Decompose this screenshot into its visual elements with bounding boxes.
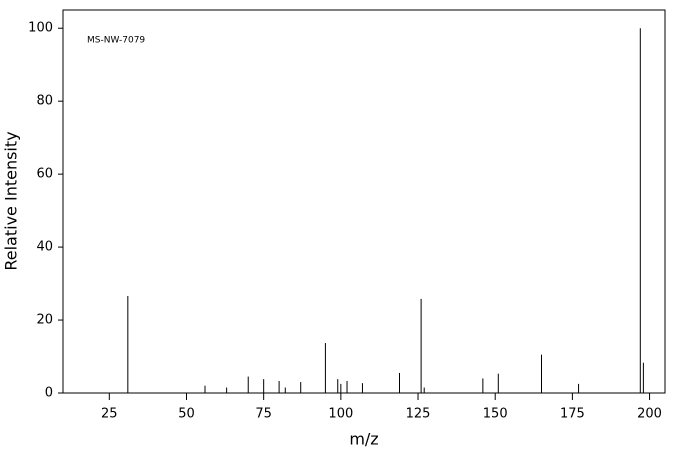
x-axis-label: m/z: [349, 430, 378, 449]
y-tick-label: 100: [28, 21, 53, 36]
annotation: MS-NW-7079: [87, 36, 145, 46]
y-tick-label: 40: [36, 240, 53, 255]
y-tick-label: 60: [36, 167, 53, 182]
y-axis-label: Relative Intensity: [2, 131, 21, 270]
x-tick-label: 25: [101, 407, 118, 422]
x-tick-label: 125: [406, 407, 431, 422]
x-tick-label: 75: [255, 407, 272, 422]
y-tick-label: 0: [45, 386, 53, 401]
plot-frame: [62, 9, 666, 394]
x-tick-label: 150: [483, 407, 508, 422]
x-tick-label: 50: [178, 407, 195, 422]
x-tick-label: 100: [328, 407, 353, 422]
y-tick-label: 80: [36, 94, 53, 109]
x-tick-label: 200: [637, 407, 662, 422]
y-tick-label: 20: [36, 313, 53, 328]
x-tick-label: 175: [560, 407, 585, 422]
